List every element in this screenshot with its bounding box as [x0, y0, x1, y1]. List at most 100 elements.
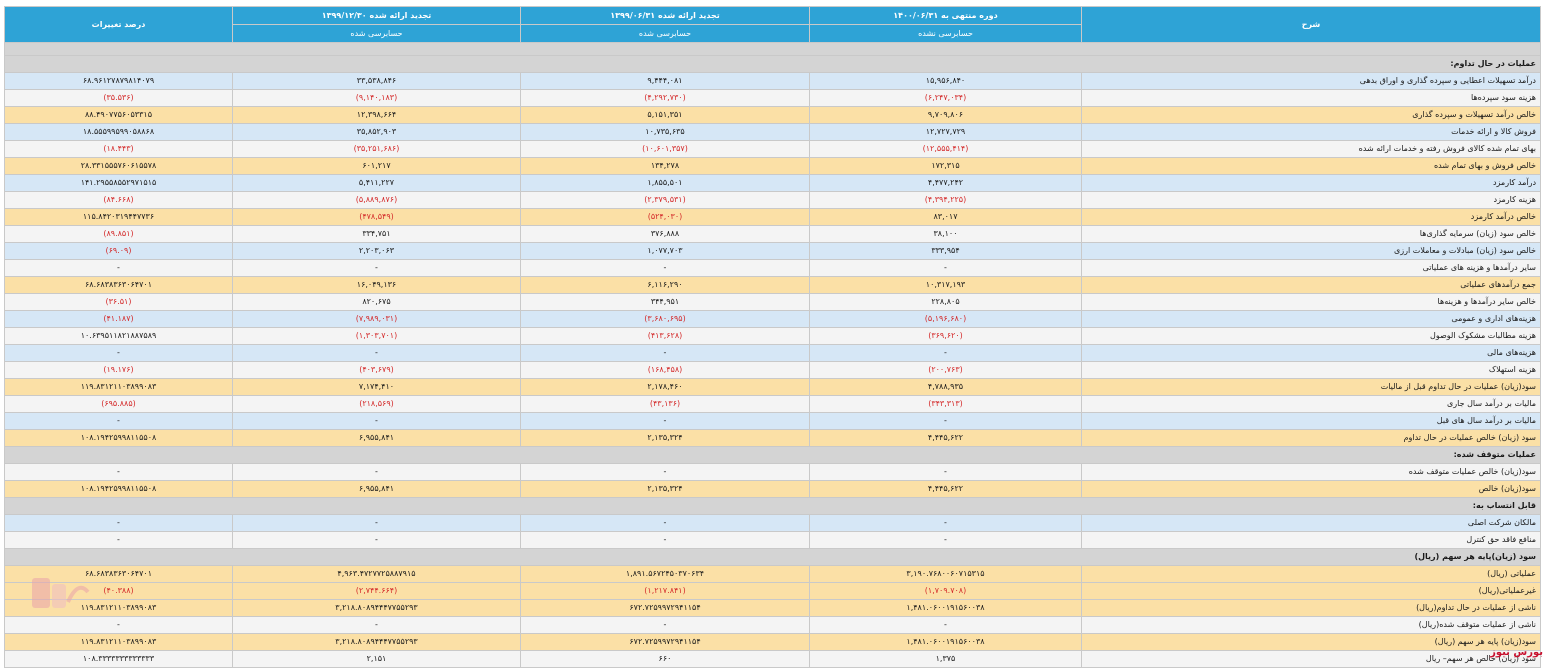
value-cell-1399-06: ۶,۱۱۶,۲۹۰ [520, 276, 810, 294]
value-cell-1399-06: (۲,۳۷۹,۵۳۱) [520, 191, 810, 209]
table-row: ۱۸.۵۵۵۹۹۵۹۹۰۵۸۸۶۸ ۳۵,۸۵۲,۹۰۳ ۱۰,۷۳۵,۶۳۵ ۱۲,… [4, 123, 1541, 141]
pct-change-cell: (۱۸.۴۴۳) [4, 140, 233, 158]
value-cell-1399-12: ۱۶,۰۴۹,۱۳۶ [232, 276, 521, 294]
row-label: غیرعملیاتی(ریال) [1081, 582, 1541, 600]
row-label: سود(زیان) پایه هر سهم (ریال) [1081, 633, 1541, 651]
row-label: هزینه استهلاک [1081, 361, 1541, 379]
pct-change-cell: ۸۸.۴۹۰۷۷۵۶۰۵۳۳۱۵ [4, 106, 233, 124]
value-cell-1399-06: ۱,۸۵۵,۵۰۱ [520, 174, 810, 192]
value-cell-1400-06: ۲۲۸,۸۰۵ [809, 293, 1082, 311]
value-cell-1399-06: - [520, 531, 810, 549]
brand-logo-text: بورس نیوز [1490, 647, 1543, 658]
header-audit-status-p2: حسابرسی شده [520, 24, 810, 43]
value-cell-1400-06: - [809, 531, 1082, 549]
pct-change-cell: ۱۴۱.۲۹۵۵۸۵۵۲۹۷۱۵۱۵ [4, 174, 233, 192]
value-cell-1399-06: ۲,۱۳۵,۳۲۴ [520, 480, 810, 498]
value-cell-1399-06: ۳۷۶,۸۸۸ [520, 225, 810, 243]
pct-change-cell: (۸۴.۶۶۸) [4, 191, 233, 209]
table-row: - - - - سایر درآمدها و هزینه های عملیاتی [4, 259, 1541, 277]
table-row: (۳۶.۵۱) ۸۲۰,۶۷۵ ۳۴۴,۹۵۱ ۲۲۸,۸۰۵ خالص سایر در… [4, 293, 1541, 311]
value-cell-1399-12: (۲۱۸,۵۶۹) [232, 395, 521, 413]
table-row: (۶۹.۰۹) ۲,۲۰۳,۰۶۳ ۱,۰۷۷,۷۰۳ ۳۳۳,۹۵۴ خالص سود… [4, 242, 1541, 260]
value-cell-1399-12: - [232, 616, 521, 634]
value-cell-1399-12: ۶,۹۵۵,۸۴۱ [232, 480, 521, 498]
pct-change-cell: - [4, 531, 233, 549]
row-label: خالص درآمد تسهیلات و سپرده گذاری [1081, 106, 1541, 124]
value-cell-1399-12: - [232, 463, 521, 481]
row-label: ناشی از عملیات در حال تداوم(ریال) [1081, 599, 1541, 617]
table-row: ۱۱۹.۸۳۱۲۱۱۰۳۸۹۹۰۸۳ ۳,۲۱۸.۸۰۸۹۴۴۴۷۷۵۵۲۹۳ ۶۷… [4, 633, 1541, 651]
pct-change-cell: ۱۱۵.۸۴۲۰۳۱۹۴۴۷۷۳۶ [4, 208, 233, 226]
value-cell-1400-06: ۴,۴۴۵,۶۲۲ [809, 429, 1082, 447]
value-cell-1399-12: ۶۰۱,۲۱۷ [232, 157, 521, 175]
value-cell-1399-12: ۸۲۰,۶۷۵ [232, 293, 521, 311]
value-cell-1399-06: - [520, 514, 810, 532]
value-cell-1399-06: (۱,۲۱۷.۸۴۱) [520, 582, 810, 600]
value-cell-1400-06: ۱۵,۹۵۶,۸۴۰ [809, 72, 1082, 90]
table-row: - - - - مالکان شرکت اصلی [4, 514, 1541, 532]
value-cell-1400-06: ۳۳۳,۹۵۴ [809, 242, 1082, 260]
value-cell-1400-06: ۸۳,۰۱۷ [809, 208, 1082, 226]
value-cell-1399-12: ۲,۱۵۱ [232, 650, 521, 668]
value-cell-1400-06: (۲۰۰,۷۶۳) [809, 361, 1082, 379]
table-row: (۱۹.۱۷۶) (۴۰۳,۶۷۹) (۱۶۸,۴۵۸) (۲۰۰,۷۶۳) هزینه… [4, 361, 1541, 379]
row-label: هزینه‌های اداری و عمومی [1081, 310, 1541, 328]
row-label: هزینه سود سپرده‌ها [1081, 89, 1541, 107]
table-row: ۱۰۸.۳۳۳۳۳۳۳۳۳۳۳۳۳ ۲,۱۵۱ ۶۶۰ ۱,۳۷۵ سود (زیان)… [4, 650, 1541, 668]
value-cell-1399-06: (۴,۲۹۲,۷۳۰) [520, 89, 810, 107]
value-cell-1399-12: ۱۲,۳۹۸,۶۶۴ [232, 106, 521, 124]
table-row: ۶۸.۶۸۳۸۳۶۳۰۶۴۷۰۱ ۴,۹۶۳.۴۷۲۷۷۲۵۸۸۷۹۱۵ ۱,۸۹۱… [4, 565, 1541, 583]
row-label: خالص سایر درآمدها و هزینه‌ها [1081, 293, 1541, 311]
table-row: - - - - سود(زیان) خالص عملیات متوقف شده [4, 463, 1541, 481]
value-cell-1400-06: (۳۶۹,۶۲۰) [809, 327, 1082, 345]
row-label: فروش کالا و ارائه خدمات [1081, 123, 1541, 141]
income-statement-table: درصد تغییرات تجدید ارائه شده ۱۳۹۹/۱۲/۳۰ … [4, 6, 1541, 668]
value-cell-1399-06: ۶۶۰ [520, 650, 810, 668]
value-cell-1399-06: - [520, 344, 810, 362]
value-cell-1399-06: ۶۷۲.۷۲۵۹۹۷۲۹۴۱۱۵۴ [520, 633, 810, 651]
table-row: ۲۸.۳۳۱۵۵۵۷۶۰۶۱۵۵۷۸ ۶۰۱,۲۱۷ ۱۳۴,۲۷۸ ۱۷۲,۳۱۵ خ… [4, 157, 1541, 175]
row-label: سایر درآمدها و هزینه های عملیاتی [1081, 259, 1541, 277]
header-audit-status-p3: حسابرسی شده [232, 24, 521, 43]
header-period-1400-06: دوره منتهی به ۱۴۰۰/۰۶/۳۱ [809, 6, 1082, 25]
table-row: ۶۸.۹۶۱۲۷۸۷۹۸۱۴۰۷۹ ۳۳,۵۳۸,۸۴۶ ۹,۴۴۴,۰۸۱ ۱۵,۹… [4, 72, 1541, 90]
table-row: ۱۰.۶۳۹۵۱۱۸۲۱۸۸۷۵۸۹ (۱,۳۰۳,۷۰۱) (۴۱۳,۶۲۸) (۳… [4, 327, 1541, 345]
row-label: جمع درآمدهای عملیاتی [1081, 276, 1541, 294]
value-cell-1399-06: (۱۶۸,۴۵۸) [520, 361, 810, 379]
value-cell-1399-12: - [232, 344, 521, 362]
row-label: خالص درآمد کارمزد [1081, 208, 1541, 226]
value-cell-1400-06: ۴,۴۷۷,۲۴۲ [809, 174, 1082, 192]
value-cell-1399-12: (۷,۹۸۹,۰۳۱) [232, 310, 521, 328]
value-cell-1399-12: - [232, 531, 521, 549]
pct-change-cell: - [4, 259, 233, 277]
pct-change-cell: - [4, 616, 233, 634]
table-row: ۱۰۸.۱۹۴۲۵۹۹۸۱۱۵۵۰۸ ۶,۹۵۵,۸۴۱ ۲,۱۳۵,۳۲۴ ۴,۴۴… [4, 429, 1541, 447]
row-label: منافع فاقد حق کنترل [1081, 531, 1541, 549]
value-cell-1400-06: - [809, 412, 1082, 430]
value-cell-1400-06: - [809, 616, 1082, 634]
table-row: (۴۰.۳۸۸) (۲,۷۴۴.۶۶۴) (۱,۲۱۷.۸۴۱) (۱,۷۰۹.۷۰۸… [4, 582, 1541, 600]
pct-change-cell: (۸۹.۸۵۱) [4, 225, 233, 243]
value-cell-1399-06: - [520, 412, 810, 430]
value-cell-1399-06: ۶۷۲.۷۲۵۹۹۷۲۹۴۱۱۵۴ [520, 599, 810, 617]
table-row: قابل انتساب به: [4, 497, 1541, 515]
header-period-1399-12: تجدید ارائه شده ۱۳۹۹/۱۲/۳۰ [232, 6, 521, 25]
value-cell-1400-06: ۱۷۲,۳۱۵ [809, 157, 1082, 175]
table-row: (۴۱.۱۸۷) (۷,۹۸۹,۰۳۱) (۳,۶۸۰,۶۹۵) (۵,۱۹۶,۶۸۰… [4, 310, 1541, 328]
table-row: ۶۸.۶۸۳۸۳۶۳۰۶۴۷۰۱ ۱۶,۰۴۹,۱۳۶ ۶,۱۱۶,۲۹۰ ۱۰,۳۱… [4, 276, 1541, 294]
pct-change-cell: - [4, 412, 233, 430]
value-cell-1399-12: ۳,۲۱۸.۸۰۸۹۴۴۴۷۷۵۵۲۹۳ [232, 633, 521, 651]
value-cell-1399-06: ۹,۴۴۴,۰۸۱ [520, 72, 810, 90]
pct-change-cell: ۱۸.۵۵۵۹۹۵۹۹۰۵۸۸۶۸ [4, 123, 233, 141]
section-heading: قابل انتساب به: [4, 497, 1541, 515]
row-label: هزینه کارمزد [1081, 191, 1541, 209]
value-cell-1400-06: (۱,۷۰۹.۷۰۸) [809, 582, 1082, 600]
table-row: (۱۸.۴۴۳) (۳۵,۲۵۱,۶۸۶) (۱۰,۶۰۱,۳۵۷) (۱۲,۵۵۵,… [4, 140, 1541, 158]
row-label: ناشی از عملیات متوقف شده(ریال) [1081, 616, 1541, 634]
value-cell-1399-12: ۵,۴۱۱,۲۲۷ [232, 174, 521, 192]
table-row: ۱۱۵.۸۴۲۰۳۱۹۴۴۷۷۳۶ (۴۷۸,۵۴۹) (۵۲۴,۰۳۰) ۸۳,۰۱… [4, 208, 1541, 226]
pct-change-cell: ۱۰.۶۳۹۵۱۱۸۲۱۸۸۷۵۸۹ [4, 327, 233, 345]
value-cell-1399-06: ۱۰,۷۳۵,۶۳۵ [520, 123, 810, 141]
row-label: سود(زیان) خالص [1081, 480, 1541, 498]
pct-change-cell: (۴۱.۱۸۷) [4, 310, 233, 328]
